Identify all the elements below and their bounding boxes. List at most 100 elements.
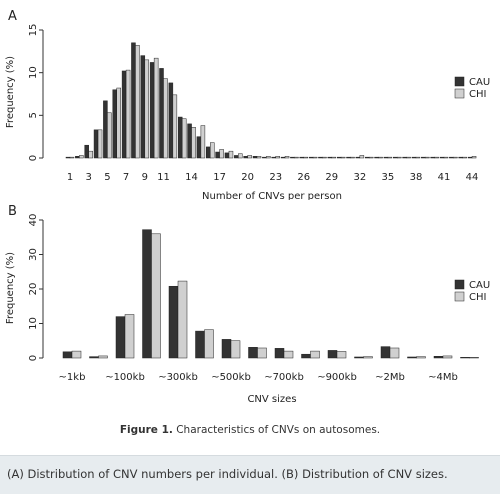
bar-a-cau-3 [93, 129, 99, 159]
bar-a-cau-2 [84, 144, 89, 159]
bar-a-chi-24 [294, 156, 299, 159]
bar-b-cau-8 [274, 348, 285, 359]
bar-b-chi-6 [230, 340, 241, 359]
x-tick-label-a-4: 9 [142, 172, 148, 183]
x-tick-label-b-6: ~2Mb [375, 372, 405, 383]
bar-b-chi-11 [363, 356, 373, 359]
x-tick-label-a-10: 26 [297, 172, 310, 183]
bar-a-chi-33 [378, 156, 383, 159]
bar-a-chi-0 [69, 156, 75, 159]
bar-a-chi-14 [200, 125, 206, 159]
bar-a-chi-35 [397, 156, 402, 159]
bar-a-cau-34 [383, 156, 389, 159]
bar-a-cau-35 [393, 156, 398, 159]
bar-a-chi-16 [219, 149, 224, 159]
bar-b-chi-9 [310, 350, 320, 359]
x-tick-label-a-2: 5 [104, 172, 110, 183]
chart-b: B Frequency (%) CNV sizes 0 10 20 30 40 ~1kb ~… [5, 204, 490, 405]
x-tick-label-b-5: ~900kb [317, 372, 357, 383]
bar-b-chi-8 [283, 350, 294, 359]
figure-caption-text: Characteristics of CNVs on autosomes. [172, 424, 381, 436]
panel-label-a: A [8, 9, 17, 24]
bar-a-cau-29 [336, 156, 342, 159]
bar-a-chi-36 [406, 156, 411, 159]
figure-caption-label: Figure 1. [119, 424, 173, 436]
bar-a-cau-17 [224, 152, 230, 159]
bar-a-chi-28 [331, 156, 337, 159]
bar-a-chi-39 [434, 156, 439, 159]
y-tick-label-b-0: 0 [28, 355, 39, 361]
x-tick-label-b-0: ~1kb [59, 372, 86, 383]
x-tick-label-a-13: 35 [382, 172, 395, 183]
legend-swatch-b-chi [454, 291, 465, 302]
bar-a-chi-27 [322, 156, 327, 159]
x-tick-label-a-6: 14 [185, 172, 198, 183]
x-tick-label-a-16: 44 [466, 172, 479, 183]
figure-legend-box: (A) Distribution of CNV numbers per indi… [0, 455, 500, 494]
legend-label-a-cau: CAU [469, 77, 490, 88]
bar-a-chi-8 [144, 59, 150, 159]
bar-a-cau-26 [308, 156, 314, 159]
bar-a-cau-25 [299, 156, 304, 159]
bar-a-chi-18 [238, 153, 243, 159]
bar-a-chi-32 [368, 156, 374, 159]
bar-b-cau-6 [221, 339, 232, 359]
y-tick-label-a-1: 5 [28, 112, 39, 118]
x-tick-label-b-1: ~100kb [105, 372, 145, 383]
bar-b-cau-3 [142, 229, 152, 359]
bar-b-cau-9 [301, 353, 311, 359]
bar-a-chi-11 [172, 94, 178, 159]
bar-a-cau-33 [374, 156, 379, 159]
bar-b-cau-1 [89, 356, 99, 359]
legend-swatch-a-cau [454, 76, 465, 87]
bar-b-chi-4 [177, 280, 188, 359]
bar-a-chi-38 [425, 156, 430, 159]
bar-a-chi-10 [163, 78, 168, 159]
bar-a-chi-1 [79, 155, 84, 159]
bar-a-cau-0 [65, 156, 71, 159]
bar-a-cau-15 [206, 146, 211, 159]
y-tick-label-a-3: 15 [28, 24, 39, 37]
legend-swatch-b-cau [454, 279, 465, 290]
bar-a-cau-16 [215, 151, 220, 159]
bar-a-cau-40 [439, 156, 445, 159]
x-tick-label-a-1: 3 [86, 172, 92, 183]
bar-b-chi-5 [204, 329, 214, 359]
bar-a-cau-27 [318, 156, 323, 159]
bar-a-cau-13 [187, 123, 192, 159]
x-tick-label-a-5: 11 [157, 172, 170, 183]
y-tick-label-b-2: 20 [28, 283, 39, 296]
bar-a-cau-10 [159, 68, 164, 159]
bar-b-cau-0 [62, 351, 73, 359]
bar-a-cau-30 [346, 156, 351, 159]
bar-a-cau-7 [131, 42, 136, 159]
bar-a-chi-12 [181, 118, 187, 159]
bar-a-cau-1 [75, 156, 80, 159]
x-tick-label-b-2: ~300kb [158, 372, 198, 383]
x-tick-label-b-7: ~4Mb [428, 372, 458, 383]
bar-b-cau-2 [115, 316, 126, 359]
x-tick-label-a-9: 23 [269, 172, 282, 183]
bar-b-chi-2 [124, 314, 135, 359]
y-axis-label-b: Frequency (%) [5, 252, 16, 324]
bar-b-chi-15 [469, 357, 479, 359]
bar-b-cau-10 [327, 350, 338, 359]
legend-label-b-chi: CHI [469, 292, 486, 303]
x-tick-label-a-12: 32 [353, 172, 366, 183]
bar-a-chi-6 [125, 69, 131, 159]
bar-a-chi-42 [462, 156, 467, 159]
bar-a-chi-13 [191, 127, 196, 159]
legend-label-a-chi: CHI [469, 89, 486, 100]
x-axis-label-a: Number of CNVs per person [202, 191, 342, 200]
x-tick-label-a-15: 41 [438, 172, 451, 183]
bar-a-cau-42 [458, 156, 463, 159]
panel-label-b: B [8, 204, 17, 219]
bar-a-cau-5 [112, 89, 117, 159]
bar-a-cau-32 [364, 156, 370, 159]
bar-b-chi-12 [389, 347, 400, 359]
bar-a-cau-20 [252, 156, 258, 159]
plot-area-b: 0 10 20 30 40 ~1kb ~100kb ~300kb ~500kb ~700kb ~90… [28, 214, 490, 383]
x-tick-label-a-11: 29 [325, 172, 338, 183]
bar-a-chi-40 [443, 156, 449, 159]
